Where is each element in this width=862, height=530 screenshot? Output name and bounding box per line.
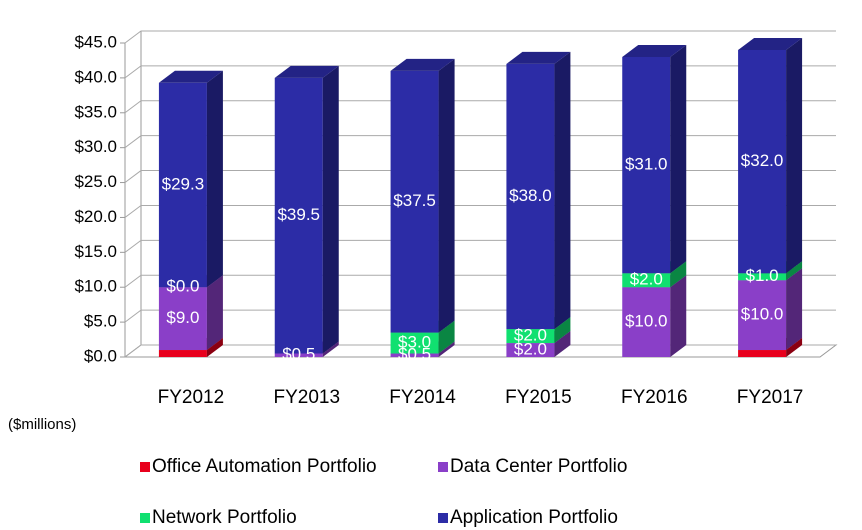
bar-segment	[274, 353, 323, 357]
bar-side	[554, 331, 571, 357]
bar-side	[786, 37, 803, 274]
bar-top	[390, 58, 455, 71]
data-label: $31.0	[625, 155, 668, 174]
bar-side	[786, 261, 803, 281]
x-tick-label: FY2016	[621, 387, 688, 408]
grid-line	[124, 170, 836, 183]
data-label: $29.3	[162, 174, 205, 193]
bar-top	[506, 51, 571, 64]
grid-line	[124, 65, 836, 79]
bar-side	[322, 341, 339, 357]
bar-side	[206, 275, 223, 351]
grid-line	[124, 309, 836, 323]
bar-segment	[738, 350, 787, 357]
bar-segment	[622, 56, 671, 274]
bar-segment	[158, 82, 207, 288]
y-tick-label: $25.0	[74, 172, 117, 191]
bar-side	[786, 338, 803, 357]
data-label: $1.0	[746, 266, 779, 285]
bar-side	[438, 341, 455, 357]
legend-label: Network Portfolio	[152, 507, 297, 528]
bar-segment	[390, 332, 439, 354]
bar-segment	[390, 353, 439, 357]
bar-top	[274, 65, 339, 78]
x-tick-label: FY2013	[273, 387, 340, 408]
y-tick-label: $5.0	[84, 312, 117, 331]
data-label: $2.0	[514, 340, 547, 359]
bar-side	[438, 58, 455, 333]
bar-segment	[390, 70, 439, 333]
bar-segment	[506, 343, 555, 357]
legend-swatch	[140, 462, 150, 472]
data-label: $3.0	[398, 333, 431, 352]
legend-swatch	[140, 513, 150, 523]
grid-line	[124, 274, 836, 288]
bar-segment	[738, 280, 787, 351]
legend-label: Application Portfolio	[450, 507, 618, 528]
data-label: $10.0	[625, 312, 668, 331]
data-label: $9.0	[166, 308, 199, 327]
data-label: $2.0	[514, 326, 547, 345]
bar-top	[622, 44, 687, 57]
grid-line	[124, 100, 836, 114]
grid-line	[124, 239, 836, 253]
data-label: $0.5	[282, 345, 315, 364]
y-tick-label: $45.0	[74, 32, 117, 51]
grid-line	[124, 204, 836, 218]
floor	[124, 344, 838, 358]
x-tick-label: FY2012	[158, 387, 225, 408]
bar-segment	[506, 63, 555, 330]
legend-swatch	[438, 513, 448, 523]
grid-line	[124, 135, 836, 149]
bar-segment	[738, 49, 787, 274]
bar-side	[670, 261, 687, 288]
bar-segment	[506, 329, 555, 344]
bar-side	[206, 70, 223, 288]
legend-label: Office Automation Portfolio	[152, 456, 377, 477]
back-wall	[140, 31, 836, 346]
data-label: $0.0	[166, 277, 199, 296]
bar-segment	[158, 350, 207, 357]
legend-label: Data Center Portfolio	[450, 456, 627, 477]
axis-label: ($millions)	[8, 416, 76, 433]
bar-side	[206, 338, 223, 357]
bar-side	[670, 275, 687, 357]
bar-segment	[622, 273, 671, 288]
bar-side	[438, 320, 455, 354]
data-label: $0.5	[398, 345, 431, 364]
data-label: $10.0	[741, 305, 784, 324]
y-tick-label: $20.0	[74, 207, 117, 226]
grid-line	[124, 344, 836, 358]
y-tick-label: $30.0	[74, 137, 117, 156]
bar-segment	[274, 77, 323, 354]
bar-segment	[158, 287, 207, 351]
bar-segment	[622, 287, 671, 357]
y-tick-label: $35.0	[74, 102, 117, 121]
x-tick-label: FY2014	[389, 387, 456, 408]
y-tick-label: $0.0	[84, 346, 117, 365]
data-label: $39.5	[277, 205, 320, 224]
bar-side	[786, 268, 803, 351]
y-tick-label: $10.0	[74, 277, 117, 296]
bar-segment	[738, 273, 787, 281]
legend-swatch	[438, 462, 448, 472]
x-tick-label: FY2017	[737, 387, 804, 408]
bar-side	[322, 65, 339, 354]
data-label: $2.0	[630, 270, 663, 289]
grid-line	[124, 30, 836, 44]
data-label: $32.0	[741, 151, 784, 170]
bar-side	[670, 44, 687, 274]
data-label: $38.0	[509, 186, 552, 205]
data-label: $37.5	[393, 191, 436, 210]
bar-side	[554, 51, 571, 330]
y-tick-label: $15.0	[74, 242, 117, 261]
y-tick-label: $40.0	[74, 67, 117, 86]
bar-top	[158, 70, 223, 83]
bar-side	[554, 317, 571, 344]
bar-top	[738, 37, 803, 50]
x-tick-label: FY2015	[505, 387, 572, 408]
